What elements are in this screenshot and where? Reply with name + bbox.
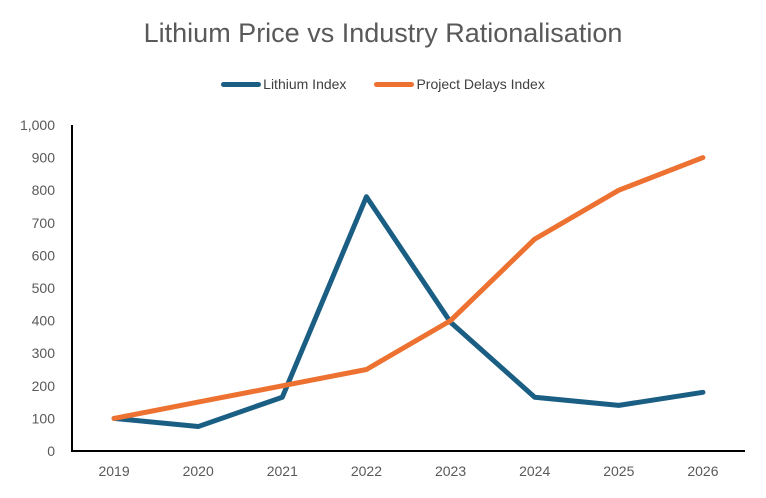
legend-item-project-delays-index: Project Delays Index: [374, 76, 545, 92]
y-tick-label: 400: [32, 313, 56, 329]
chart-title: Lithium Price vs Industry Rationalisatio…: [143, 18, 623, 48]
legend: Lithium Index Project Delays Index: [0, 76, 766, 92]
x-tick-label: 2023: [435, 463, 466, 479]
series-line-project-delays-index: [111, 155, 706, 421]
x-tick-label: 2021: [267, 463, 298, 479]
y-tick-label: 0: [47, 443, 55, 459]
y-tick-label: 800: [32, 182, 56, 198]
x-tick-label: 2025: [603, 463, 634, 479]
x-tick-label: 2020: [183, 463, 214, 479]
series-line-lithium-index: [111, 194, 706, 430]
y-tick-label: 300: [32, 345, 56, 361]
x-tick-label: 2024: [519, 463, 550, 479]
legend-label-project-delays-index: Project Delays Index: [416, 76, 545, 92]
x-tick-label: 2022: [351, 463, 382, 479]
legend-label-lithium-index: Lithium Index: [263, 76, 347, 92]
legend-swatch-project-delays-index: [374, 81, 415, 87]
y-tick-label: 900: [32, 150, 56, 166]
y-tick-label: 1,000: [20, 117, 55, 133]
y-tick-label: 200: [32, 378, 56, 394]
y-tick-label: 100: [32, 410, 56, 426]
legend-item-lithium-index: Lithium Index: [221, 76, 346, 92]
y-tick-label: 500: [32, 280, 56, 296]
x-tick-label: 2019: [98, 463, 129, 479]
y-tick-label: 600: [32, 247, 56, 263]
y-tick-label: 700: [32, 215, 56, 231]
x-tick-label: 2026: [687, 463, 718, 479]
legend-swatch-lithium-index: [221, 81, 262, 87]
